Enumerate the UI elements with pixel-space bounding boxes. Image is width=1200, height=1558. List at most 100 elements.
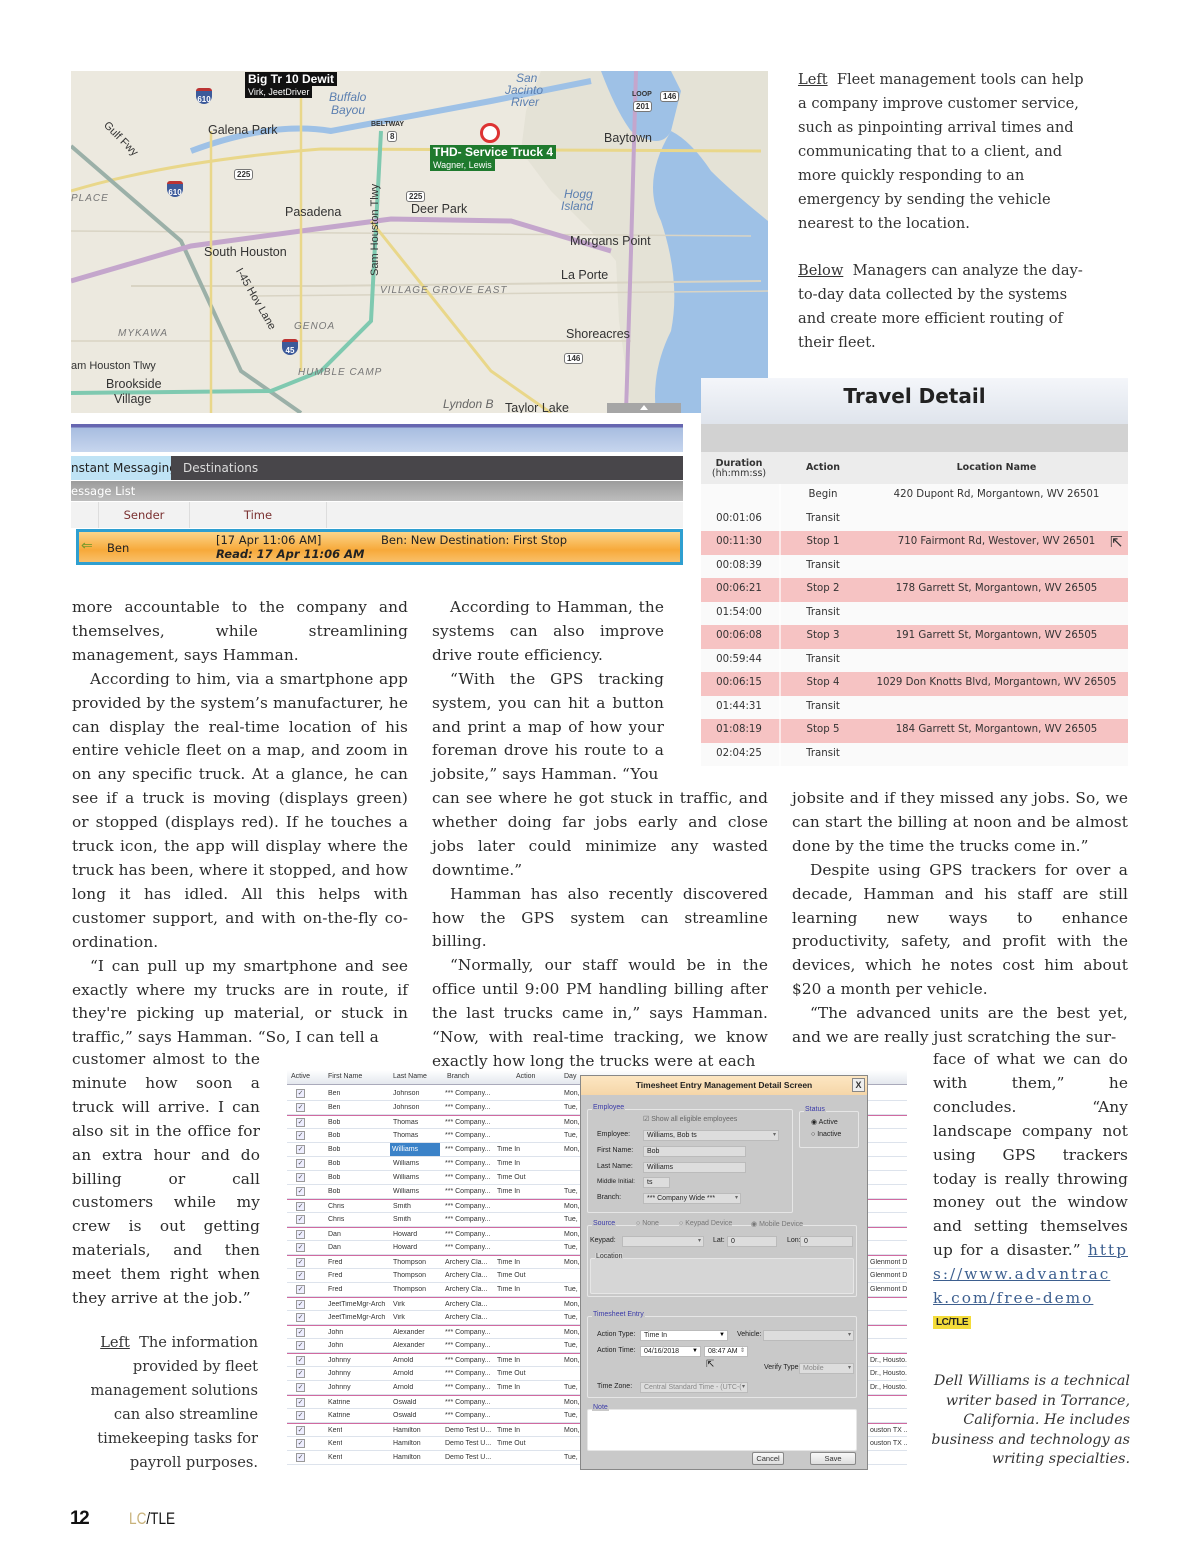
active-checkbox[interactable]: ✓ [296, 1215, 305, 1224]
active-checkbox[interactable]: ✓ [296, 1089, 305, 1098]
latitude-field[interactable]: 0 [727, 1236, 777, 1247]
travel-row[interactable]: 00:06:08 Stop 3 191 Garrett St, Morgantown… [701, 625, 1128, 649]
first-name-cell: Fred [328, 1272, 343, 1279]
active-checkbox[interactable]: ✓ [296, 1453, 305, 1462]
first-name-cell: Bob [328, 1160, 341, 1167]
column-time[interactable]: Time [190, 502, 327, 528]
inactive-radio[interactable]: ○ Inactive [811, 1131, 842, 1138]
tab-destinations[interactable]: Destinations [183, 461, 259, 475]
active-checkbox[interactable]: ✓ [296, 1173, 305, 1182]
source-keypad-radio[interactable]: ○ Keypad Device [679, 1220, 733, 1227]
travel-row[interactable]: 01:54:00 Transit [701, 601, 1128, 625]
travel-row[interactable]: 00:06:21 Stop 2 178 Garrett St, Morgantown… [701, 578, 1128, 602]
active-checkbox[interactable]: ✓ [296, 1341, 305, 1350]
active-checkbox[interactable]: ✓ [296, 1103, 305, 1112]
active-checkbox[interactable]: ✓ [296, 1411, 305, 1420]
vehicle-label[interactable]: Big Tr 10 Dewit Virk, JeetDriver [245, 72, 338, 98]
paragraph: According to him, via a smartphone app p… [72, 669, 408, 951]
map-label: Baytown [604, 131, 652, 145]
travel-row[interactable]: 00:06:15 Stop 4 1029 Don Knotts Blvd, Morg… [701, 672, 1128, 696]
first-name-cell: Kent [328, 1454, 343, 1461]
action-date-picker[interactable]: 04/16/2018 ▼ [640, 1346, 701, 1357]
message-row[interactable]: ⇐ Ben [17 Apr 11:06 AM] Read: 17 Apr 11:… [76, 529, 683, 565]
column-day[interactable]: Day [564, 1073, 577, 1080]
active-checkbox[interactable]: ✓ [296, 1313, 305, 1322]
active-checkbox[interactable]: ✓ [296, 1356, 305, 1365]
employee-select[interactable]: Williams, Bob ts ▾ [643, 1130, 779, 1141]
travel-row[interactable]: 00:08:39 Transit [701, 554, 1128, 578]
end-mark-badge: LC/TLE [933, 1316, 971, 1330]
last-name-cell: Arnold [393, 1370, 414, 1377]
active-radio[interactable]: ◉ Active [811, 1119, 838, 1126]
vehicle-select[interactable]: ▾ [763, 1330, 854, 1341]
last-name-field[interactable]: Williams [643, 1162, 746, 1173]
column-first-name[interactable]: First Name [328, 1073, 363, 1080]
active-checkbox[interactable]: ✓ [296, 1230, 305, 1239]
active-checkbox[interactable]: ✓ [296, 1398, 305, 1407]
cancel-button[interactable]: Cancel [752, 1452, 784, 1465]
active-checkbox[interactable]: ✓ [296, 1243, 305, 1252]
time-zone-select[interactable]: Central Standard Time - (UTC-(▾ [640, 1382, 748, 1393]
source-none-radio[interactable]: ○ None [636, 1220, 659, 1227]
row-divider [779, 601, 781, 625]
column-action[interactable]: Action [516, 1073, 536, 1080]
branch-cell: *** Company... [445, 1357, 491, 1364]
column-active[interactable]: Active [291, 1073, 311, 1080]
group-label: Timesheet Entry [592, 1311, 645, 1318]
active-checkbox[interactable]: ✓ [296, 1300, 305, 1309]
travel-row[interactable]: Begin 420 Dupont Rd, Morgantown, WV 26501 [701, 484, 1128, 508]
location-cell: 420 Dupont Rd, Morgantown, WV 26501 [893, 489, 1100, 500]
active-checkbox[interactable]: ✓ [296, 1383, 305, 1392]
first-name-cell: Bob [328, 1188, 341, 1195]
active-checkbox[interactable]: ✓ [296, 1369, 305, 1378]
interstate-shield: 45 [282, 339, 298, 355]
active-checkbox[interactable]: ✓ [296, 1145, 305, 1154]
column-sender[interactable]: Sender [98, 502, 190, 528]
active-checkbox[interactable]: ✓ [296, 1285, 305, 1294]
travel-row[interactable]: 01:44:31 Transit [701, 695, 1128, 719]
travel-row[interactable]: 00:11:30 Stop 1 710 Fairmont Rd, Westover,… [701, 531, 1128, 555]
active-checkbox[interactable]: ✓ [296, 1159, 305, 1168]
travel-row[interactable]: 00:01:06 Transit [701, 507, 1128, 531]
active-checkbox[interactable]: ✓ [296, 1271, 305, 1280]
action-type-select[interactable]: Time In ▼ [640, 1330, 728, 1341]
middle-initial-field[interactable]: ts [643, 1177, 670, 1188]
column-last-name[interactable]: Last Name [393, 1073, 427, 1080]
save-button[interactable]: Save [810, 1452, 856, 1465]
note-field[interactable]: Note [587, 1404, 857, 1451]
active-checkbox[interactable]: ✓ [296, 1258, 305, 1267]
location-cell: ouston TX ... [870, 1440, 907, 1447]
active-checkbox[interactable]: ✓ [296, 1131, 305, 1140]
active-checkbox[interactable]: ✓ [296, 1328, 305, 1337]
first-name-field[interactable]: Bob [643, 1146, 746, 1157]
active-checkbox[interactable]: ✓ [296, 1187, 305, 1196]
source-mobile-radio[interactable]: ◉ Mobile Device [751, 1220, 804, 1228]
keypad-select[interactable]: ▾ [622, 1236, 704, 1247]
caption-below-photo: Below Managers can analyze the day-to-da… [798, 259, 1088, 355]
map-collapse-handle[interactable] [607, 403, 681, 413]
advantrack-demo-link[interactable]: https://www.advantrack.com/free-demo [933, 1241, 1128, 1308]
active-checkbox[interactable]: ✓ [296, 1202, 305, 1211]
travel-row[interactable]: 02:04:25 Transit [701, 742, 1128, 766]
map-label: Pasadena [285, 205, 342, 219]
truck-stopped-icon[interactable] [480, 123, 500, 143]
longitude-field[interactable]: 0 [800, 1236, 853, 1247]
show-all-checkbox[interactable]: ☑ Show all eligible employees [643, 1116, 738, 1123]
vehicle-label[interactable]: THD- Service Truck 4 Wagner, Lewis [430, 145, 557, 171]
travel-row[interactable]: 01:08:19 Stop 5 184 Garrett St, Morgantown… [701, 719, 1128, 743]
location-box[interactable]: Location [590, 1253, 854, 1294]
fleet-map[interactable]: Big Tr 10 Dewit Virk, JeetDriver THD- Ser… [71, 71, 768, 413]
map-label: Taylor Lake [505, 401, 569, 413]
travel-row[interactable]: 00:59:44 Transit [701, 648, 1128, 672]
branch-select[interactable]: *** Company Wide *** ▾ [643, 1193, 741, 1204]
active-checkbox[interactable]: ✓ [296, 1426, 305, 1435]
field-label: First Name: [597, 1147, 634, 1154]
column-branch[interactable]: Branch [447, 1073, 470, 1080]
field-label: Time Zone: [597, 1383, 633, 1390]
tab-instant-messaging[interactable]: nstant Messaging [71, 456, 171, 480]
active-checkbox[interactable]: ✓ [296, 1118, 305, 1127]
active-checkbox[interactable]: ✓ [296, 1439, 305, 1448]
close-button[interactable]: X [852, 1078, 865, 1092]
verify-type-select[interactable]: Mobile ▾ [799, 1363, 854, 1374]
action-time-spinner[interactable]: 08:47 AM ⇕ [704, 1346, 748, 1357]
